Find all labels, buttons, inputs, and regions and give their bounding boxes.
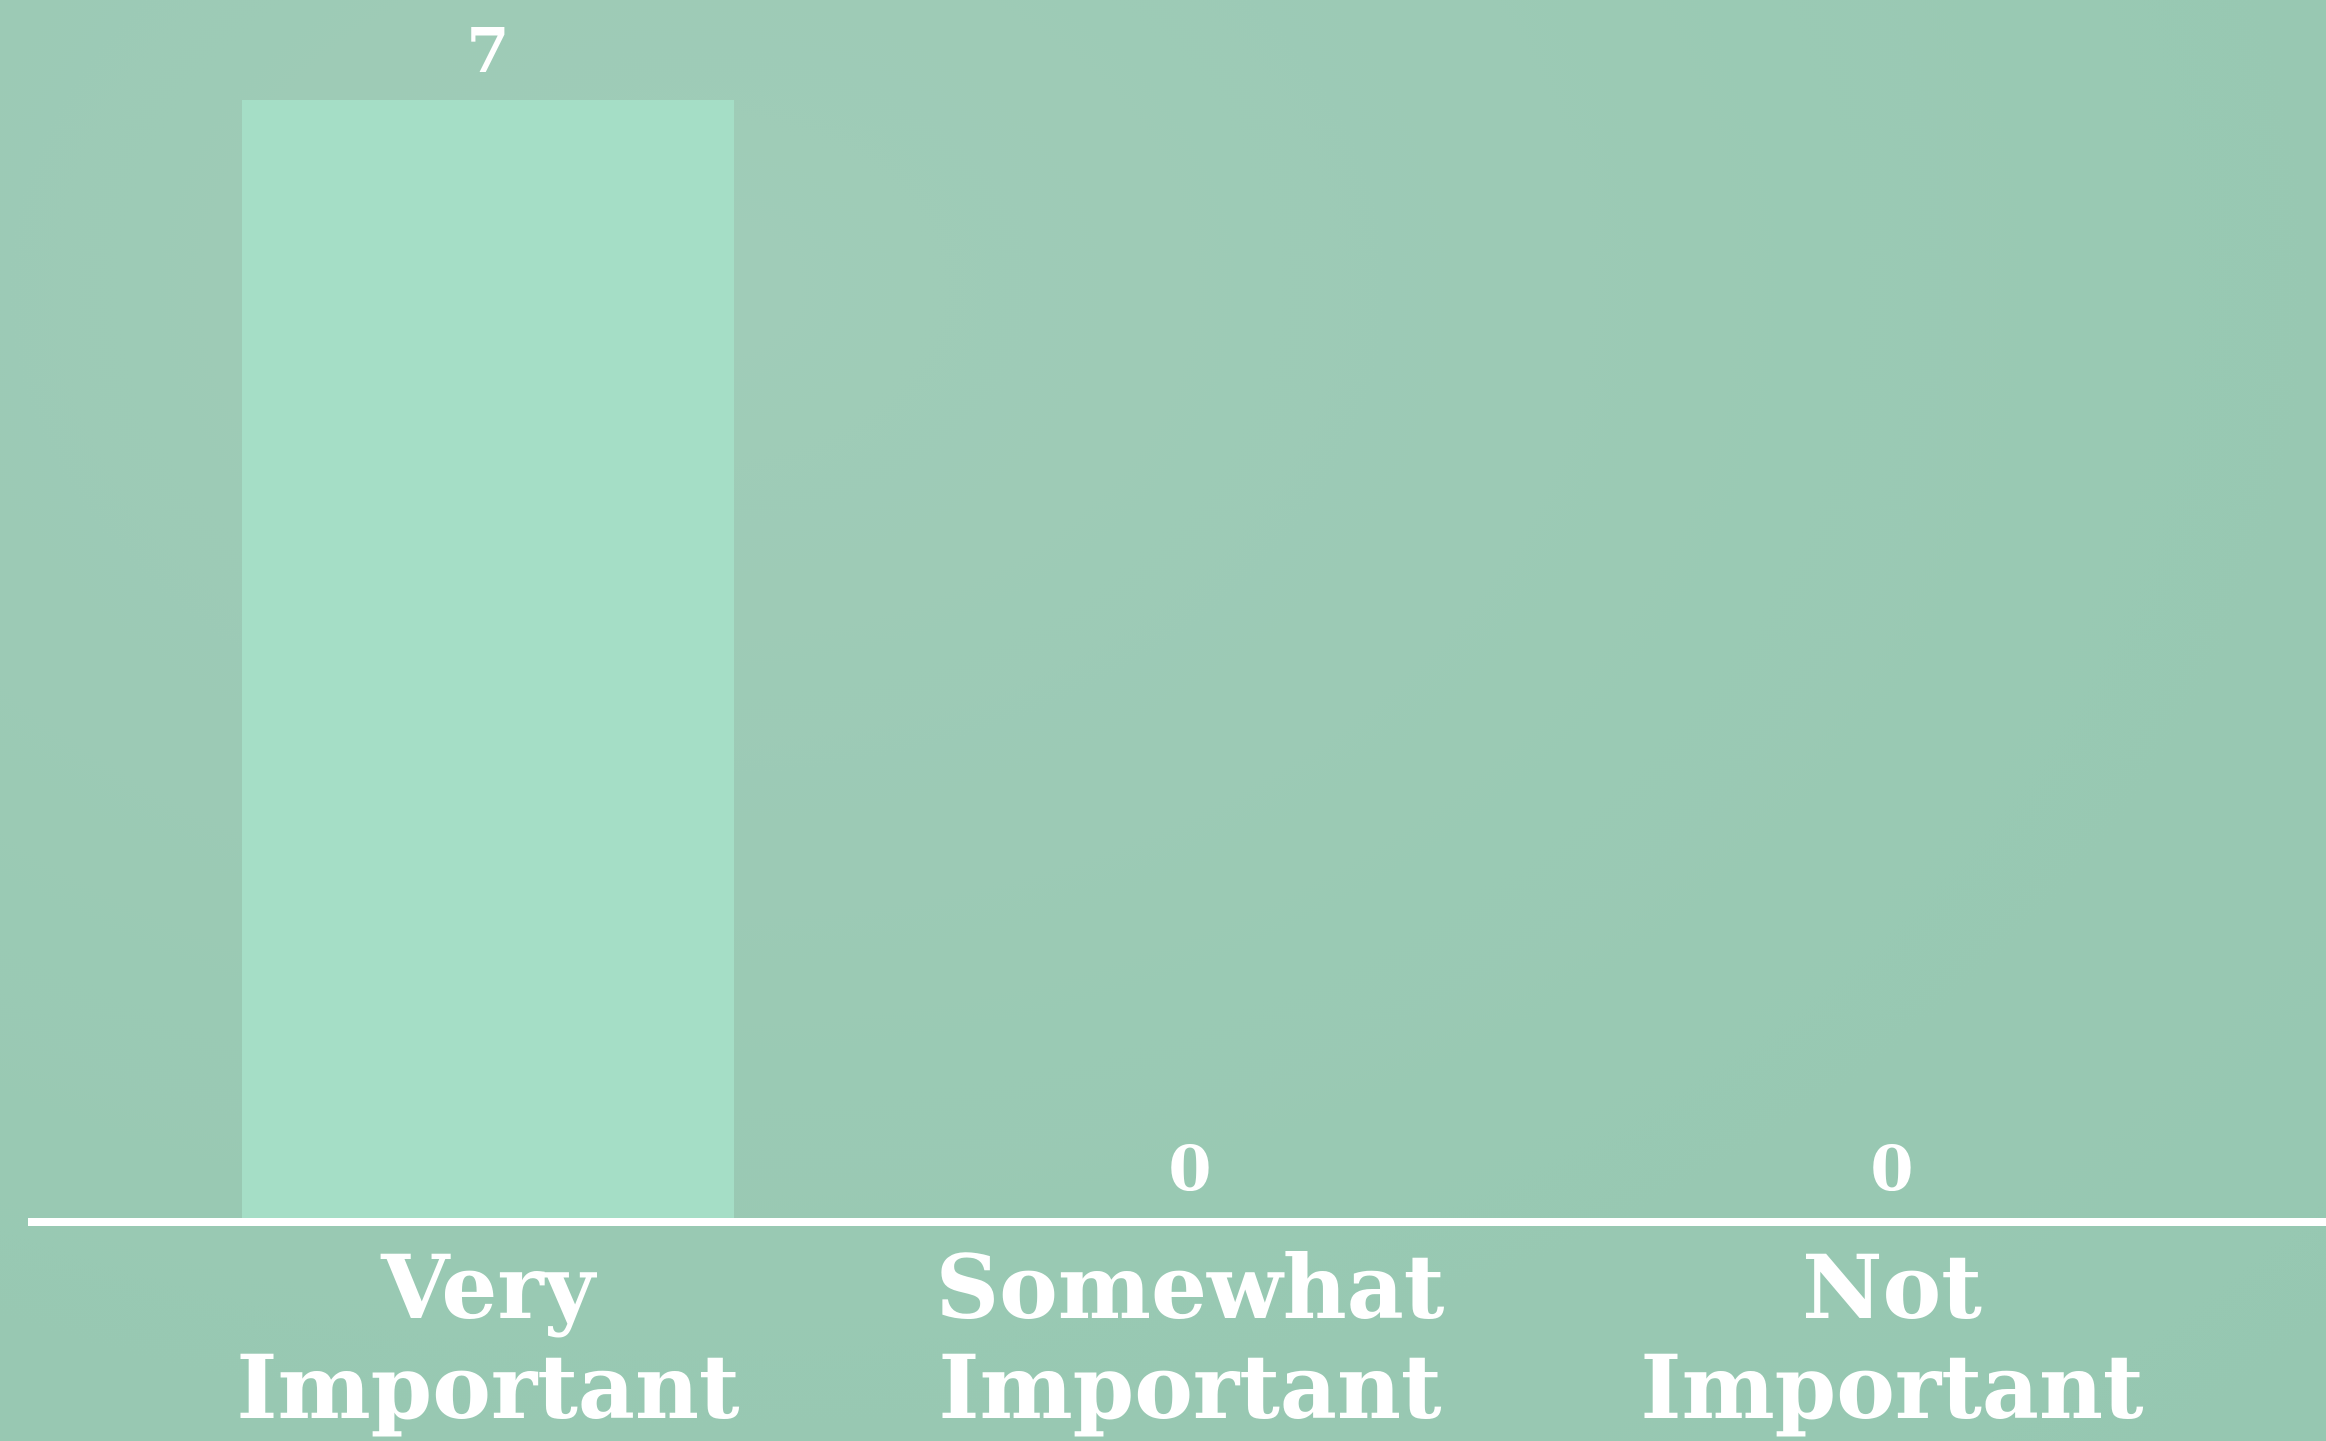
category-label-0: Very Important bbox=[236, 1235, 740, 1439]
category-label-1: Somewhat Important bbox=[936, 1235, 1445, 1439]
bars-group bbox=[242, 100, 734, 1218]
value-label-0: 7 bbox=[466, 14, 509, 87]
category-label-1-line-1: Important bbox=[938, 1335, 1442, 1439]
category-label-0-line-0: Very bbox=[380, 1235, 598, 1339]
category-label-2-line-1: Important bbox=[1640, 1335, 2144, 1439]
value-labels-group: 7 0 0 bbox=[466, 14, 1913, 1205]
value-label-1: 0 bbox=[1168, 1132, 1211, 1205]
value-label-2: 0 bbox=[1870, 1132, 1913, 1205]
category-label-0-line-1: Important bbox=[236, 1335, 740, 1439]
category-label-1-line-0: Somewhat bbox=[936, 1235, 1445, 1339]
category-label-2: Not Important bbox=[1640, 1235, 2144, 1439]
bar-0 bbox=[242, 100, 734, 1218]
category-label-2-line-0: Not bbox=[1802, 1235, 1982, 1339]
